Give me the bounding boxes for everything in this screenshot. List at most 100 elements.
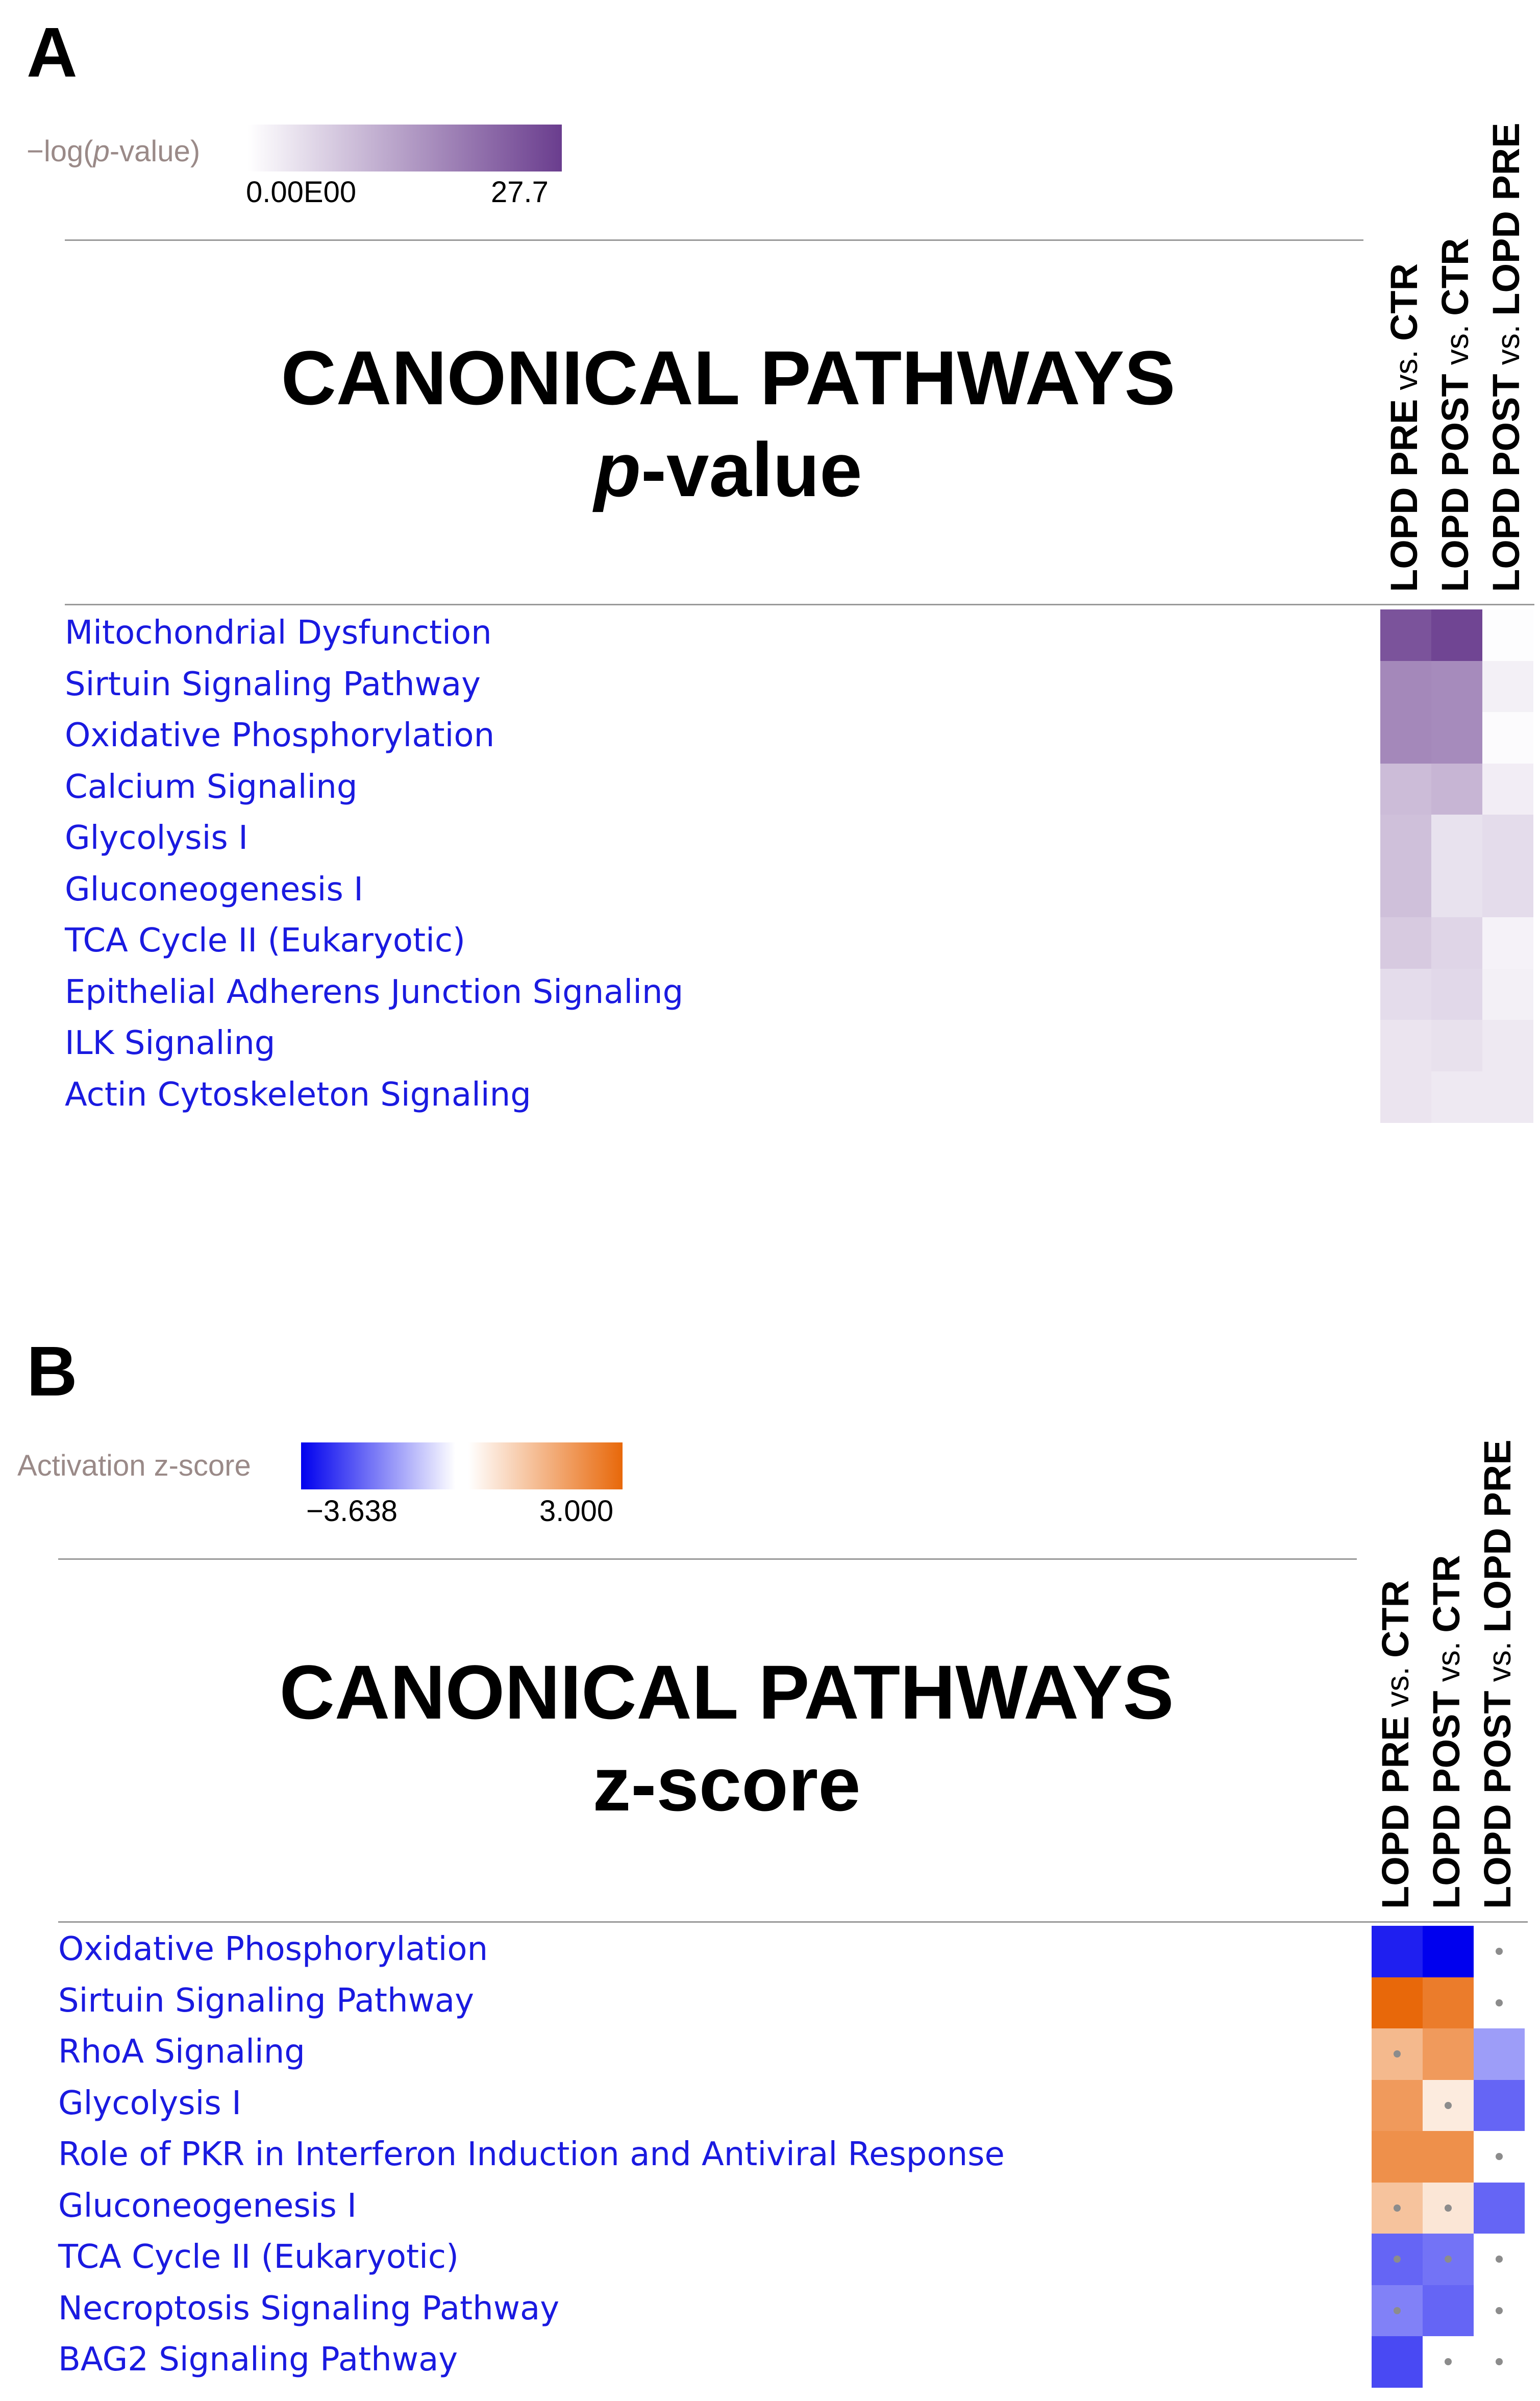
panel-b-letter: B — [27, 1332, 78, 1411]
zscore-pathway-link[interactable]: RhoA Signaling — [58, 2033, 305, 2071]
pvalue-pathway-link[interactable]: Glycolysis I — [65, 819, 248, 857]
not-significant-dot — [1394, 2050, 1401, 2058]
column-header-vs: vs. — [1380, 1658, 1415, 1716]
column-header-vs: vs. — [1389, 341, 1424, 399]
pvalue-column-header-1: LOPD PRE vs. CTR — [1383, 263, 1425, 592]
zscore-heatmap-cell — [1474, 2028, 1525, 2080]
zscore-heatmap-cell — [1474, 1926, 1525, 1977]
zscore-column-header-1: LOPD PRE vs. CTR — [1374, 1580, 1417, 1909]
not-significant-dot — [1496, 2153, 1503, 2161]
pvalue-pathway-link[interactable]: TCA Cycle II (Eukaryotic) — [65, 922, 465, 960]
zscore-heatmap-cell — [1474, 2234, 1525, 2285]
zscore-header-rule-bottom — [58, 1921, 1528, 1923]
pvalue-heatmap-cell — [1380, 1020, 1431, 1071]
pvalue-pathway-link[interactable]: Gluconeogenesis I — [65, 870, 363, 909]
zscore-subtitle-line: z-score — [592, 1741, 861, 1827]
pvalue-pathway-link[interactable]: Mitochondrial Dysfunction — [65, 614, 492, 652]
zscore-heatmap-cell — [1474, 2336, 1525, 2388]
pvalue-heatmap-cell — [1431, 917, 1482, 969]
column-header-group-1: LOPD POST — [1425, 1690, 1468, 1909]
zscore-header-rule-top — [58, 1558, 1357, 1560]
zscore-heatmap-cell — [1423, 2079, 1474, 2132]
column-header-vs: vs. — [1491, 315, 1526, 374]
pvalue-header-rule-bottom — [65, 604, 1534, 605]
pvalue-heatmap-cell — [1482, 815, 1533, 866]
zscore-heatmap-cell — [1474, 1977, 1525, 2029]
pvalue-heatmap-cell — [1431, 712, 1482, 764]
column-header-vs: vs. — [1482, 1632, 1518, 1691]
pvalue-heatmap-cell — [1431, 609, 1482, 661]
zscore-heatmap-cell — [1423, 1926, 1474, 1977]
zscore-heatmap-cell — [1372, 2079, 1423, 2132]
zscore-heatmap-cell — [1372, 2131, 1423, 2183]
pvalue-title-line: CANONICAL PATHWAYS — [281, 335, 1176, 421]
pvalue-header-rule-top — [65, 239, 1363, 241]
pvalue-heatmap-cell — [1482, 968, 1533, 1020]
zscore-heatmap-cell — [1372, 2028, 1423, 2080]
zscore-heatmap-cell — [1372, 1926, 1423, 1977]
zscore-heatmap-cell — [1474, 2131, 1525, 2183]
not-significant-dot — [1445, 2256, 1452, 2263]
zscore-pathway-link[interactable]: Glycolysis I — [58, 2084, 241, 2122]
pvalue-heatmap-cell — [1482, 917, 1533, 969]
not-significant-dot — [1496, 1948, 1503, 1955]
zscore-heatmap-cell — [1372, 2285, 1423, 2337]
zscore-heatmap-cell — [1423, 2285, 1474, 2337]
zscore-panel-title: CANONICAL PATHWAYS z-score — [58, 1646, 1395, 1830]
zscore-heatmap-cell — [1474, 2182, 1525, 2234]
zscore-title-line: CANONICAL PATHWAYS — [279, 1649, 1174, 1735]
zscore-heatmap-cell — [1372, 2182, 1423, 2234]
pvalue-legend-max: 27.7 — [491, 176, 549, 209]
zscore-pathway-link[interactable]: Gluconeogenesis I — [58, 2187, 357, 2225]
pvalue-pathway-link[interactable]: Calcium Signaling — [65, 768, 358, 806]
zscore-column-header-2: LOPD POST vs. CTR — [1425, 1555, 1468, 1909]
pvalue-heatmap-cell — [1380, 609, 1431, 661]
column-header-vs: vs. — [1431, 1632, 1467, 1691]
zscore-pathway-link[interactable]: Role of PKR in Interferon Induction and … — [58, 2136, 1005, 2174]
pvalue-heatmap-cell — [1482, 763, 1533, 815]
pvalue-heatmap-cell — [1380, 763, 1431, 815]
pvalue-pathway-link[interactable]: Sirtuin Signaling Pathway — [65, 665, 481, 703]
pvalue-subtitle-rest: -value — [641, 427, 862, 512]
not-significant-dot — [1445, 2204, 1452, 2212]
zscore-legend-colorbar — [301, 1442, 623, 1489]
not-significant-dot — [1496, 2256, 1503, 2263]
zscore-pathway-link[interactable]: TCA Cycle II (Eukaryotic) — [58, 2238, 459, 2276]
zscore-legend-min: −3.638 — [306, 1494, 398, 1528]
pvalue-legend-label: −log(p-value) — [27, 137, 200, 166]
zscore-heatmap-cell — [1423, 2028, 1474, 2080]
column-header-group-1: LOPD POST — [1434, 374, 1476, 592]
column-header-group-2: LOPD PRE — [1476, 1439, 1519, 1633]
zscore-heatmap-cell — [1423, 2336, 1474, 2388]
pvalue-heatmap-cell — [1431, 660, 1482, 713]
panel-a-letter: A — [27, 13, 78, 92]
zscore-heatmap-cell — [1423, 1977, 1474, 2029]
zscore-pathway-link[interactable]: Necroptosis Signaling Pathway — [58, 2289, 560, 2328]
column-header-group-2: CTR — [1425, 1555, 1468, 1633]
pvalue-pathway-link[interactable]: Epithelial Adherens Junction Signaling — [65, 973, 684, 1011]
zscore-pathway-link[interactable]: Oxidative Phosphorylation — [58, 1930, 488, 1969]
pvalue-heatmap-cell — [1380, 968, 1431, 1020]
pvalue-legend-min: 0.00E00 — [246, 176, 357, 209]
column-header-group-1: LOPD PRE — [1383, 399, 1425, 592]
pvalue-heatmap-cell — [1482, 609, 1533, 661]
pvalue-column-header-3: LOPD POST vs. LOPD PRE — [1485, 122, 1527, 592]
not-significant-dot — [1496, 2307, 1503, 2314]
column-header-group-2: CTR — [1374, 1580, 1417, 1658]
pvalue-heatmap-cell — [1431, 866, 1482, 918]
not-significant-dot — [1445, 2101, 1452, 2109]
column-header-group-2: CTR — [1434, 238, 1476, 316]
pvalue-pathway-link[interactable]: Actin Cytoskeleton Signaling — [65, 1075, 531, 1114]
not-significant-dot — [1496, 1999, 1503, 2006]
column-header-group-1: LOPD PRE — [1374, 1716, 1417, 1909]
pvalue-heatmap-cell — [1431, 968, 1482, 1020]
zscore-pathway-link[interactable]: BAG2 Signaling Pathway — [58, 2341, 458, 2379]
not-significant-dot — [1394, 2204, 1401, 2212]
zscore-heatmap-cell — [1372, 1977, 1423, 2029]
pvalue-heatmap-cell — [1431, 815, 1482, 866]
zscore-pathway-link[interactable]: Sirtuin Signaling Pathway — [58, 1981, 474, 2020]
pvalue-pathway-link[interactable]: ILK Signaling — [65, 1024, 276, 1063]
zscore-heatmap-cell — [1474, 2285, 1525, 2337]
pvalue-pathway-link[interactable]: Oxidative Phosphorylation — [65, 717, 495, 755]
pvalue-legend-label-post: -value) — [109, 135, 201, 168]
